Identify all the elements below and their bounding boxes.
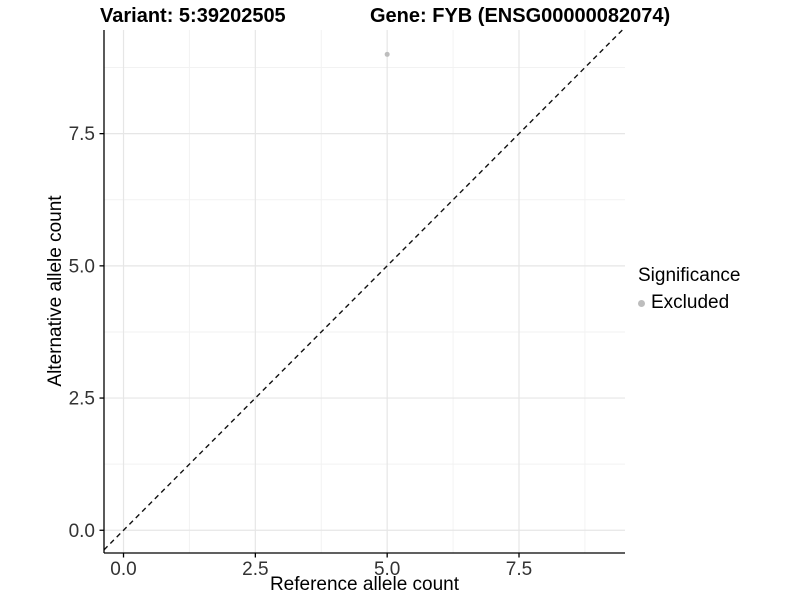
y-tick-label: 5.0 [69, 256, 95, 277]
identity-dashed-line [103, 29, 623, 551]
data-point [384, 51, 390, 57]
y-axis-title: Alternative allele count [45, 195, 66, 387]
legend-entry-label: Excluded [651, 292, 730, 313]
y-tick-label: 7.5 [69, 124, 95, 145]
legend-entry-excluded: Excluded [638, 292, 740, 314]
y-tick-label: 0.0 [69, 521, 95, 542]
plot-title-variant: Variant: 5:39202505 [100, 5, 286, 27]
legend-key-circle-icon [638, 299, 645, 307]
plot-title-gene: Gene: FYB (ENSG00000082074) [370, 5, 671, 27]
x-axis-title: Reference allele count [269, 574, 460, 595]
legend-title: Significance [638, 265, 741, 286]
x-tick-label: 5.0 [374, 559, 400, 580]
x-tick-label: 0.0 [110, 559, 136, 580]
x-tick-label: 7.5 [506, 559, 532, 580]
y-tick-label: 2.5 [69, 389, 95, 410]
x-tick-label: 2.5 [242, 559, 268, 580]
legend: Significance Excluded [638, 265, 740, 314]
